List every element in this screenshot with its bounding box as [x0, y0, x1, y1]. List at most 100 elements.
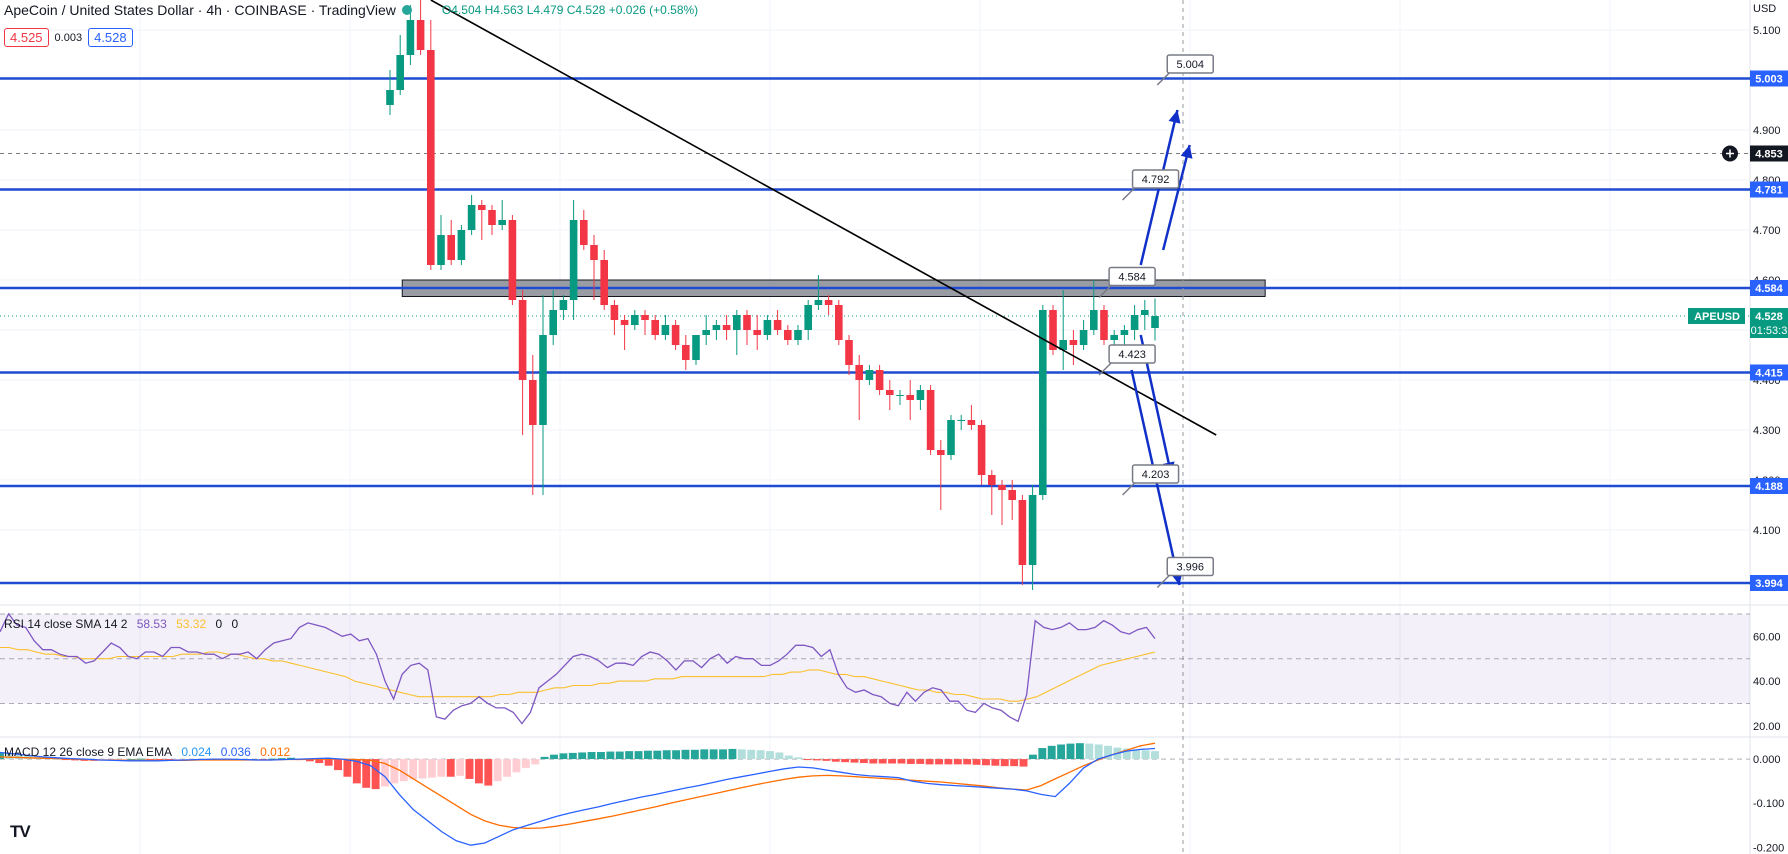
macd-histogram-bar	[315, 759, 324, 764]
axis-badge-bg	[1750, 181, 1788, 198]
price-axis-badge: 3.994	[1750, 575, 1788, 591]
macd-histogram-bar	[606, 751, 615, 760]
macd-histogram-bar	[784, 755, 793, 760]
macd-histogram-bar	[540, 756, 549, 760]
candle-body	[1008, 490, 1016, 500]
price-callout: 4.792	[1122, 169, 1180, 201]
macd-histogram-bar	[1094, 744, 1103, 760]
macd-histogram-bar	[136, 758, 145, 760]
callout-label: 4.792	[1142, 174, 1170, 186]
macd-histogram-bar	[428, 759, 436, 778]
macd-histogram-bar	[456, 759, 465, 776]
countdown-label: 01:53:3	[1751, 325, 1788, 337]
macd-histogram-bar	[794, 757, 803, 760]
macd-histogram-bar	[568, 752, 577, 760]
candle-body	[559, 300, 568, 310]
macd-histogram-bar	[888, 759, 897, 764]
candle-body	[1079, 330, 1088, 345]
macd-histogram-bar	[446, 759, 455, 777]
macd-histogram-bar	[484, 759, 493, 786]
symbol-title[interactable]: ApeCoin / United States Dollar · 4h · CO…	[4, 2, 396, 18]
symbol-badge	[1688, 308, 1745, 324]
ohlc-low: L4.479	[526, 3, 564, 17]
macd-histogram-bar	[1141, 750, 1150, 760]
candle-body	[967, 420, 976, 425]
macd-histogram-bar	[747, 749, 756, 760]
macd-histogram-bar	[681, 749, 690, 760]
macd-histogram	[0, 743, 1159, 790]
macd-tick-label: -0.100	[1753, 798, 1784, 810]
macd-histogram-bar	[1000, 759, 1009, 767]
trade-buttons: 4.525 0.003 4.528	[4, 28, 133, 47]
macd-histogram-bar	[1066, 743, 1075, 760]
candle-body	[427, 50, 435, 265]
candle-body	[447, 235, 455, 260]
candle-body	[529, 380, 537, 425]
rsi-legend-extra2: 0	[231, 617, 239, 631]
macd-histogram-bar	[531, 759, 540, 765]
candle-body	[937, 450, 945, 455]
macd-histogram-bar	[925, 759, 934, 765]
candle-body	[763, 320, 772, 335]
candle-body	[875, 370, 884, 390]
macd-histogram-bar	[643, 750, 652, 760]
candle-body	[988, 475, 996, 485]
candle-body	[620, 320, 629, 325]
macd-histogram-bar	[371, 759, 380, 790]
macd-tick-label: 0.000	[1753, 754, 1781, 766]
price-axis-badge: 4.853	[1750, 145, 1788, 162]
ohlc-values: O4.504 H4.563 L4.479 C4.528 +0.026 (+0.5…	[442, 3, 698, 17]
candle-body	[722, 325, 731, 330]
macd-histogram-bar	[305, 759, 314, 762]
candle-body	[1069, 340, 1078, 345]
macd-histogram-bar	[709, 749, 718, 760]
macd-histogram-bar	[550, 754, 558, 760]
callout-label: 4.584	[1118, 272, 1146, 284]
macd-histogram-bar	[766, 751, 774, 760]
rsi-legend[interactable]: RSI 14 close SMA 14 2 58.53 53.32 0 0	[4, 617, 244, 631]
descending-trendline	[430, 0, 1217, 436]
tradingview-logo[interactable]: TV	[10, 822, 31, 841]
macd-tick-label: -0.200	[1753, 842, 1784, 854]
candle-body	[712, 325, 721, 330]
price-axis-badge: 5.003	[1750, 70, 1788, 87]
candle-body	[1028, 495, 1037, 565]
macd-histogram-bar	[700, 749, 709, 760]
candle-body	[488, 210, 496, 225]
candle-body	[651, 320, 659, 335]
macd-histogram-bar	[1075, 743, 1084, 760]
candle-body	[977, 425, 986, 475]
macd-histogram-bar	[437, 759, 446, 777]
price-tick-label: 4.900	[1753, 125, 1781, 137]
candle-body	[733, 315, 741, 330]
candle-body	[1141, 310, 1149, 315]
macd-histogram-bar	[1010, 759, 1019, 767]
macd-line	[0, 747, 1156, 846]
axis-badge-bg	[1750, 70, 1788, 87]
rsi-tick-label: 20.00	[1753, 721, 1781, 733]
macd-histogram-bar	[625, 751, 634, 760]
macd-histogram-bar	[982, 759, 990, 766]
candle-body	[539, 335, 547, 425]
buy-button[interactable]: 4.528	[88, 28, 133, 47]
macd-histogram-bar	[352, 759, 361, 784]
candle-body	[610, 305, 619, 320]
price-callout: 4.203	[1122, 464, 1180, 496]
candle-body	[518, 300, 527, 380]
rsi-legend-value: 58.53	[136, 617, 167, 631]
macd-histogram-bar	[878, 759, 887, 764]
macd-legend[interactable]: MACD 12 26 close 9 EMA EMA 0.024 0.036 0…	[4, 745, 296, 759]
price-grid	[0, 0, 1750, 854]
macd-histogram-bar	[813, 759, 821, 761]
candle-body	[457, 230, 466, 260]
macd-histogram-bar	[916, 759, 925, 764]
ohlc-high: H4.563	[484, 3, 524, 17]
projection-arrow	[1161, 144, 1191, 251]
axis-badge-bg	[1750, 575, 1788, 591]
macd-histogram-bar	[287, 757, 296, 760]
axis-badge-label: 5.003	[1755, 74, 1783, 86]
macd-histogram-bar	[465, 759, 474, 779]
candle-body	[467, 205, 476, 230]
sell-button[interactable]: 4.525	[4, 28, 49, 47]
